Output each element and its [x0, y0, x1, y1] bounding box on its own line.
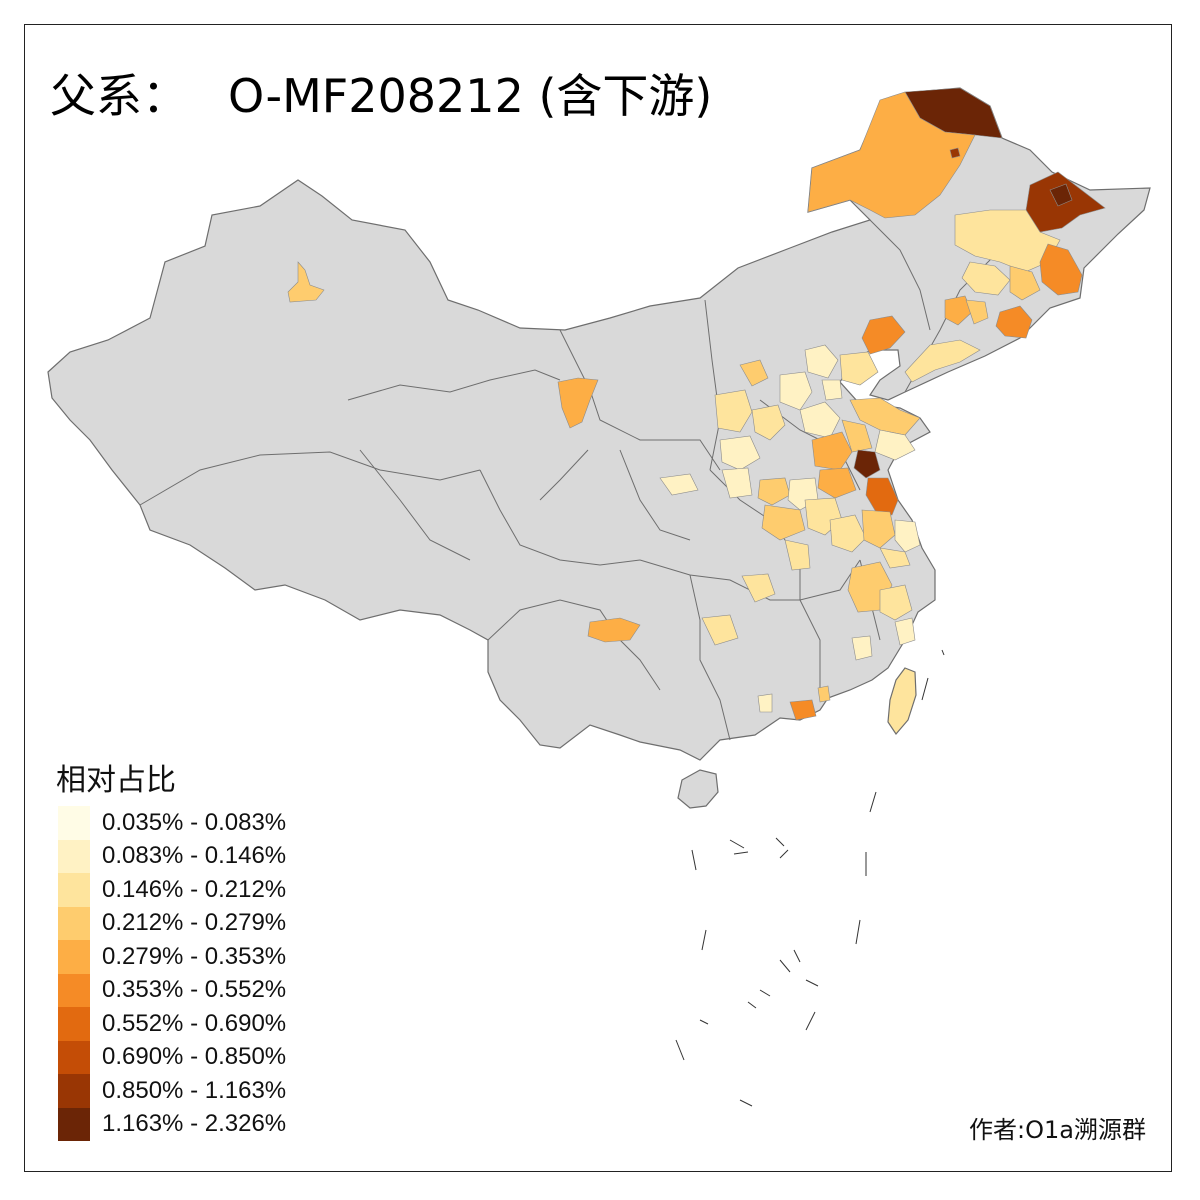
region-hubei [741, 573, 776, 603]
region-shandong-b [874, 429, 916, 461]
region-chifeng [861, 315, 906, 355]
region-zhejiang-b [879, 584, 913, 621]
legend-item: 0.279% - 0.353% [58, 940, 286, 974]
region-anhui-b [861, 509, 896, 549]
region-tianjin [821, 379, 843, 401]
legend-label: 0.146% - 0.212% [102, 875, 287, 903]
region-henan-c [761, 504, 806, 541]
region-heihe-dot [949, 147, 961, 159]
region-shandong-c [841, 419, 873, 453]
map-title: 父系： O-MF208212 (含下游) [50, 60, 712, 126]
region-shaanxi-b [721, 467, 753, 499]
legend-item: 0.146% - 0.212% [58, 873, 286, 907]
region-shanxi-a [739, 359, 769, 387]
legend-label: 0.035% - 0.083% [102, 808, 287, 836]
region-qitaihe [1049, 183, 1073, 207]
legend-title: 相对占比 [56, 763, 176, 798]
region-hebei-south [811, 431, 853, 471]
region-shanxi-c [719, 435, 761, 471]
title-haplogroup: O-MF208212 (含下游) [228, 69, 713, 123]
legend-item: 0.552% - 0.690% [58, 1007, 286, 1041]
region-daxinganling [807, 91, 976, 219]
region-yunnan [587, 617, 641, 643]
legend-label: 0.279% - 0.353% [102, 942, 287, 970]
region-jilin-b [1009, 265, 1041, 301]
region-jiangsu-b [879, 547, 911, 569]
legend-swatch [58, 1040, 90, 1074]
region-dalian [904, 339, 981, 383]
south-china-sea-islands [675, 649, 945, 1107]
region-hunan [701, 614, 739, 646]
region-mudanjiang [1039, 243, 1083, 296]
region-zhejiang-c [894, 617, 916, 646]
legend-item: 0.035% - 0.083% [58, 806, 286, 840]
region-shandong-d [817, 467, 857, 499]
legend-label: 0.850% - 1.163% [102, 1076, 287, 1104]
region-gansu [557, 377, 599, 429]
legend-swatch [58, 806, 90, 840]
author-credit: 作者:O1a溯源群 [969, 1116, 1146, 1144]
legend-swatch [58, 1074, 90, 1108]
region-chengde [839, 351, 879, 386]
region-shaanxi-a [659, 473, 699, 496]
region-liaoning-a [944, 295, 973, 326]
map-frame [24, 24, 1172, 1172]
legend-item: 0.353% - 0.552% [58, 973, 287, 1007]
region-xinjiang [287, 261, 325, 303]
region-shanxi-d [751, 404, 786, 441]
region-hebei-b [799, 401, 841, 439]
region-beijing [804, 344, 839, 379]
region-shanxi-b [714, 389, 753, 433]
legend-swatch [58, 873, 90, 907]
china-mainland [47, 87, 1151, 761]
legend: 0.035% - 0.083% 0.083% - 0.146% 0.146% -… [58, 806, 286, 1141]
taiwan-island [887, 667, 917, 735]
region-liaoning-c [965, 299, 989, 325]
province-boundaries [139, 219, 1061, 741]
region-fujian [851, 635, 873, 661]
region-lianyungang [865, 477, 899, 516]
region-shandong-a [849, 397, 921, 436]
legend-label: 1.163% - 2.326% [102, 1110, 287, 1138]
legend-label: 0.212% - 0.279% [102, 909, 287, 937]
legend-label: 0.552% - 0.690% [102, 1009, 287, 1037]
title-prefix: 父系： [50, 69, 188, 123]
legend-swatch [58, 973, 90, 1007]
legend-label: 0.083% - 0.146% [102, 842, 287, 870]
legend-item: 1.163% - 2.326% [58, 1107, 287, 1141]
legend-swatch [58, 839, 90, 873]
region-henan-a [757, 477, 791, 506]
region-anhui-a [829, 514, 867, 553]
region-hebei-a [779, 371, 813, 411]
region-henan-e [784, 539, 811, 571]
colored-regions [287, 87, 1106, 721]
legend-swatch [58, 1007, 90, 1041]
legend-item: 0.212% - 0.279% [58, 906, 287, 940]
legend-label: 0.690% - 0.850% [102, 1043, 287, 1071]
legend-swatch [58, 940, 90, 974]
region-guangxi [757, 693, 773, 713]
legend-swatch [58, 1107, 90, 1141]
legend-item: 0.850% - 1.163% [58, 1074, 286, 1108]
region-liaoning-b [995, 305, 1033, 339]
region-rizhao [853, 449, 881, 479]
region-guangdong [789, 699, 817, 721]
hainan-island [677, 769, 719, 809]
legend-item: 0.083% - 0.146% [58, 839, 287, 873]
region-guangdong-b [817, 685, 831, 703]
legend-label: 0.353% - 0.552% [102, 976, 287, 1004]
region-jiangsu-a [894, 519, 921, 553]
legend-item: 0.690% - 0.850% [58, 1040, 287, 1074]
legend-swatch [58, 906, 90, 940]
region-jilin-a [961, 261, 1011, 296]
